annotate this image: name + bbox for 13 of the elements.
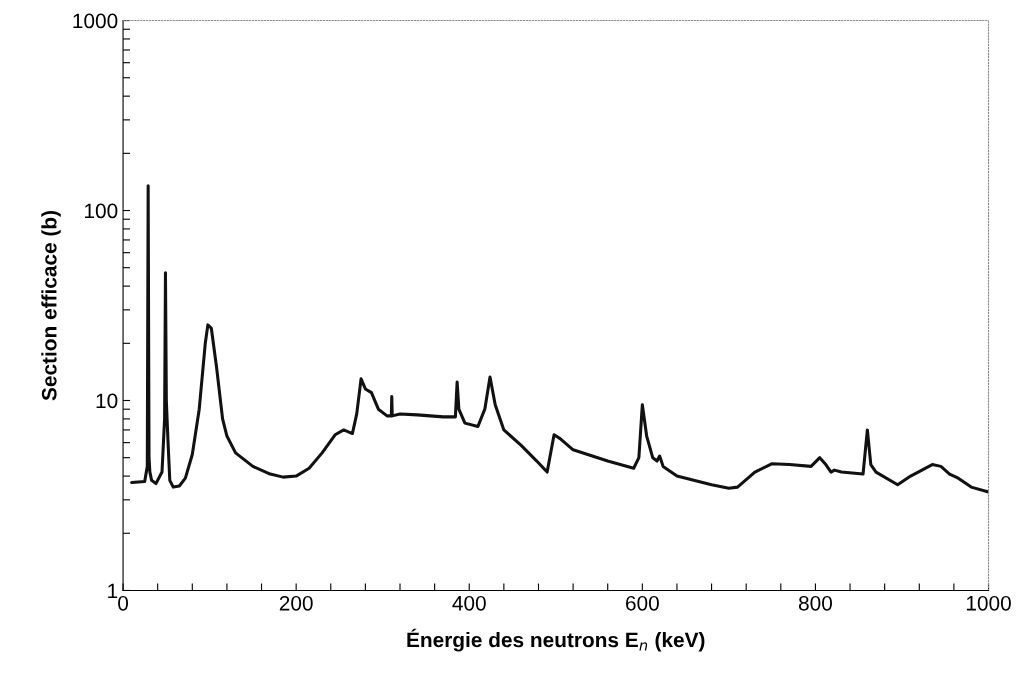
x-tick-label: 800 (798, 595, 832, 611)
x-axis-title: Énergie des neutrons E$_{n}$ (keV) (407, 628, 705, 652)
y-tick-label: 10 (96, 393, 118, 409)
x-tick-label: 0 (118, 595, 129, 611)
x-tick-label: 1000 (966, 595, 1011, 611)
line-series (130, 184, 989, 494)
y-tick-label: 100 (85, 203, 118, 219)
y-tick-label: 1 (108, 583, 118, 599)
x-tick-label: 200 (279, 595, 313, 611)
y-axis-title: Section efficace (b) (41, 211, 61, 401)
x-tick-label: 600 (626, 595, 659, 611)
y-tick-label: 1000 (73, 13, 118, 29)
x-tick-label: 400 (452, 595, 486, 611)
